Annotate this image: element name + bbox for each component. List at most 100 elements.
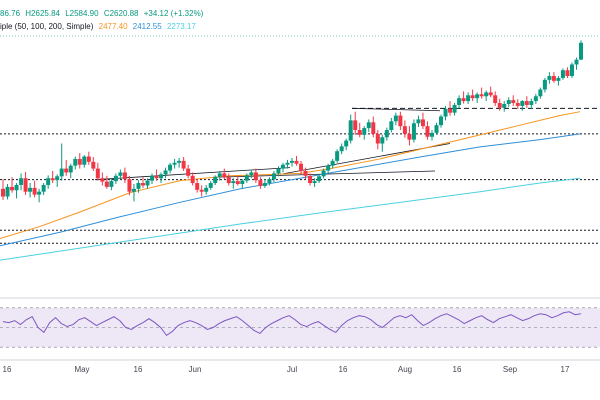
- candle-body: [100, 178, 105, 182]
- candle-body: [262, 183, 267, 186]
- candle-body: [506, 100, 511, 104]
- high-value: H2625.84: [25, 9, 60, 18]
- candle-body: [380, 137, 385, 144]
- candle-body: [511, 100, 516, 104]
- candle-body: [249, 172, 254, 176]
- candle-body: [50, 178, 55, 181]
- candle-body: [479, 94, 484, 97]
- candle-body: [547, 76, 552, 80]
- candle-body: [366, 122, 371, 129]
- candle-body: [10, 186, 15, 191]
- candle-body: [389, 121, 394, 131]
- candle-body: [529, 101, 534, 105]
- candle-body: [411, 123, 416, 140]
- candle-body: [258, 180, 263, 186]
- ma50-line: [0, 111, 581, 239]
- candle-body: [344, 140, 349, 147]
- candle-body: [294, 160, 299, 164]
- candle-body: [299, 163, 304, 171]
- candle-body: [127, 179, 132, 192]
- candle-body: [443, 108, 448, 117]
- candle-body: [330, 160, 335, 166]
- candle-body: [226, 177, 231, 184]
- candle-body: [560, 70, 565, 78]
- ma100-value: 2412.55: [132, 22, 162, 31]
- candle-body: [150, 175, 155, 181]
- candle-body: [172, 162, 177, 165]
- candle-body: [37, 191, 42, 195]
- candle-body: [524, 101, 529, 105]
- candle-body: [181, 160, 186, 169]
- candle-body: [91, 161, 96, 169]
- candle-body: [493, 95, 498, 104]
- candle-body: [556, 77, 561, 81]
- candle-body: [186, 168, 191, 176]
- candle-body: [77, 158, 82, 165]
- candle-body: [420, 119, 425, 127]
- candle-body: [280, 164, 285, 169]
- candle-body: [448, 108, 453, 113]
- candle-body: [113, 175, 118, 182]
- candle-body: [321, 170, 326, 177]
- candle-body: [466, 95, 471, 102]
- triangle-top-line: [351, 107, 441, 112]
- candle-body: [533, 96, 538, 102]
- x-tick-label: 16: [453, 365, 462, 374]
- candle-body: [168, 164, 173, 171]
- candle-body: [5, 186, 10, 197]
- candle-body: [484, 92, 489, 97]
- candle-body: [199, 189, 204, 192]
- candle-body: [190, 175, 195, 184]
- candle-body: [104, 181, 109, 187]
- candle-body: [68, 165, 73, 173]
- candle-body: [402, 126, 407, 134]
- ohlc-header: 86.76 H2625.84 L2584.90 C2620.88 +34.12 …: [0, 9, 206, 18]
- candle-body: [59, 168, 64, 177]
- candle-body: [208, 183, 213, 188]
- candle-body: [303, 170, 308, 176]
- candle-body: [317, 176, 322, 182]
- candle-body: [375, 133, 380, 144]
- candle-body: [163, 170, 168, 175]
- candle-body: [515, 103, 520, 106]
- candle-body: [326, 165, 331, 171]
- candle-body: [398, 115, 403, 127]
- candle-body: [1, 188, 5, 197]
- candle-body: [335, 151, 340, 161]
- change-value: +34.12 (+1.32%): [143, 9, 204, 18]
- candle-body: [217, 173, 222, 177]
- candle-body: [276, 168, 281, 174]
- candle-body: [204, 187, 209, 192]
- candle-body: [538, 89, 543, 97]
- x-tick-label: 17: [561, 365, 570, 374]
- candle-body: [73, 158, 78, 166]
- candle-body: [41, 184, 46, 192]
- ma-label: iple (50, 100, 200, Simple): [0, 22, 94, 31]
- candle-body: [434, 125, 439, 133]
- candle-body: [32, 187, 37, 195]
- candle-body: [136, 183, 141, 189]
- candle-body: [46, 178, 51, 185]
- candle-body: [145, 180, 150, 186]
- candle-body: [565, 70, 570, 77]
- candle-body: [140, 183, 145, 186]
- x-tick-label: 16: [134, 365, 143, 374]
- candle-body: [461, 98, 466, 102]
- candle-body: [240, 180, 245, 185]
- candle-body: [362, 128, 367, 135]
- ma50-value: 2477.40: [98, 22, 128, 31]
- ma200-line: [0, 177, 581, 261]
- candle-body: [122, 172, 127, 180]
- x-tick-label: 16: [339, 365, 348, 374]
- candle-body: [579, 42, 583, 60]
- candle-body: [353, 120, 358, 131]
- candle-body: [177, 160, 182, 163]
- candle-body: [551, 76, 556, 81]
- candle-body: [393, 115, 398, 122]
- x-tick-label: Jul: [287, 365, 297, 374]
- candle-body: [470, 95, 475, 99]
- open-value: 86.76: [0, 9, 21, 18]
- candle-body: [384, 130, 389, 138]
- candle-body: [348, 120, 353, 141]
